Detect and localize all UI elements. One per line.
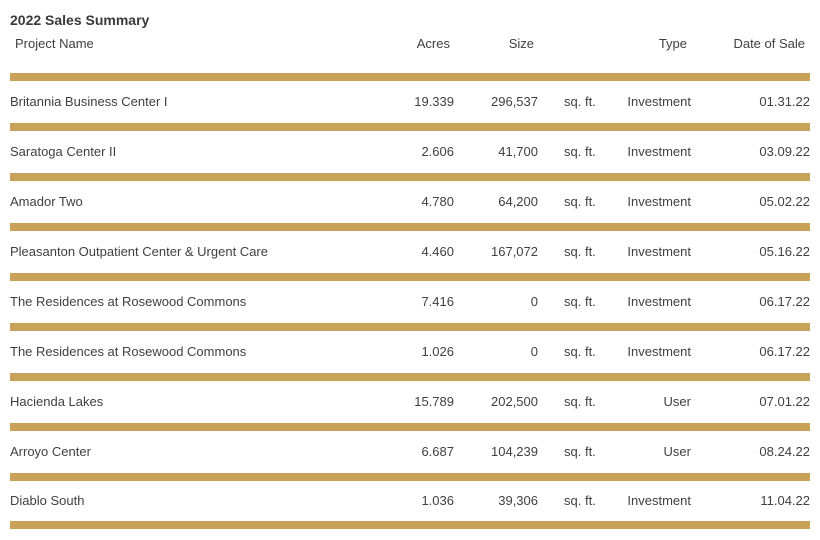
column-header-type: Type (658, 36, 687, 51)
size-unit-cell: sq. ft. (564, 344, 596, 359)
type-cell: Investment (627, 344, 691, 359)
project-name-cell: Amador Two (10, 194, 83, 209)
type-cell: Investment (627, 94, 691, 109)
size-unit-cell: sq. ft. (564, 144, 596, 159)
size-unit-cell: sq. ft. (564, 194, 596, 209)
size-cell: 39,306 (498, 493, 538, 508)
acres-cell: 2.606 (421, 144, 454, 159)
project-name-cell: Pleasanton Outpatient Center & Urgent Ca… (10, 244, 268, 259)
table-row: Arroyo Center 6.687 104,239 sq. ft. User 08.2… (0, 444, 820, 464)
acres-cell: 1.036 (421, 493, 454, 508)
row-divider (10, 473, 810, 481)
type-cell: User (663, 444, 691, 459)
size-unit-cell: sq. ft. (564, 294, 596, 309)
table-row: Britannia Business Center I 19.339 296,537… (0, 94, 820, 114)
project-name-cell: Diablo South (10, 493, 85, 508)
size-cell: 0 (530, 294, 538, 309)
row-divider (10, 273, 810, 281)
project-name-cell: Hacienda Lakes (10, 394, 104, 409)
date-of-sale-cell: 06.17.22 (759, 344, 810, 359)
size-cell: 0 (530, 344, 538, 359)
row-divider (10, 373, 810, 381)
acres-cell: 6.687 (421, 444, 454, 459)
table-row: Hacienda Lakes 15.789 202,500 sq. ft. User 07… (0, 394, 820, 414)
date-of-sale-cell: 05.02.22 (759, 194, 810, 209)
table-row: The Residences at Rosewood Commons 7.416 0… (0, 294, 820, 314)
acres-cell: 1.026 (421, 344, 454, 359)
row-divider (10, 123, 810, 131)
table-row: Amador Two 4.780 64,200 sq. ft. Investment 05… (0, 194, 820, 214)
type-cell: Investment (627, 493, 691, 508)
acres-cell: 15.789 (414, 394, 454, 409)
project-name-cell: Arroyo Center (10, 444, 91, 459)
column-header-size: Size (508, 36, 534, 51)
row-divider (10, 423, 810, 431)
row-divider (10, 73, 810, 81)
table-row: The Residences at Rosewood Commons 1.026 0… (0, 344, 820, 364)
column-header-project-name: Project Name (15, 36, 94, 51)
size-cell: 41,700 (498, 144, 538, 159)
size-unit-cell: sq. ft. (564, 394, 596, 409)
size-cell: 202,500 (491, 394, 538, 409)
project-name-cell: The Residences at Rosewood Commons (10, 344, 247, 359)
date-of-sale-cell: 06.17.22 (759, 294, 810, 309)
type-cell: Investment (627, 244, 691, 259)
date-of-sale-cell: 07.01.22 (759, 394, 810, 409)
row-divider (10, 223, 810, 231)
row-divider (10, 521, 810, 529)
size-cell: 167,072 (491, 244, 538, 259)
size-unit-cell: sq. ft. (564, 444, 596, 459)
type-cell: Investment (627, 294, 691, 309)
date-of-sale-cell: 11.04.22 (760, 493, 810, 508)
project-name-cell: The Residences at Rosewood Commons (10, 294, 247, 309)
project-name-cell: Britannia Business Center I (10, 94, 168, 109)
acres-cell: 19.339 (414, 94, 454, 109)
row-divider (10, 323, 810, 331)
date-of-sale-cell: 01.31.22 (759, 94, 810, 109)
size-unit-cell: sq. ft. (564, 244, 596, 259)
sales-summary-title: 2022 Sales Summary (10, 12, 150, 28)
date-of-sale-cell: 05.16.22 (759, 244, 810, 259)
size-cell: 64,200 (498, 194, 538, 209)
size-unit-cell: sq. ft. (564, 94, 596, 109)
column-header-date-of-sale: Date of Sale (733, 36, 805, 51)
type-cell: Investment (627, 144, 691, 159)
table-row: Diablo South 1.036 39,306 sq. ft. Investment… (0, 493, 820, 513)
column-header-acres: Acres (416, 36, 450, 51)
acres-cell: 4.460 (421, 244, 454, 259)
date-of-sale-cell: 03.09.22 (759, 144, 810, 159)
row-divider (10, 173, 810, 181)
type-cell: User (663, 394, 691, 409)
table-row: Pleasanton Outpatient Center & Urgent Ca… (0, 244, 820, 264)
acres-cell: 4.780 (421, 194, 454, 209)
date-of-sale-cell: 08.24.22 (759, 444, 810, 459)
size-cell: 104,239 (491, 444, 538, 459)
size-cell: 296,537 (491, 94, 538, 109)
type-cell: Investment (627, 194, 691, 209)
table-row: Saratoga Center II 2.606 41,700 sq. ft. Inve… (0, 144, 820, 164)
project-name-cell: Saratoga Center II (10, 144, 117, 159)
acres-cell: 7.416 (421, 294, 454, 309)
size-unit-cell: sq. ft. (564, 493, 596, 508)
